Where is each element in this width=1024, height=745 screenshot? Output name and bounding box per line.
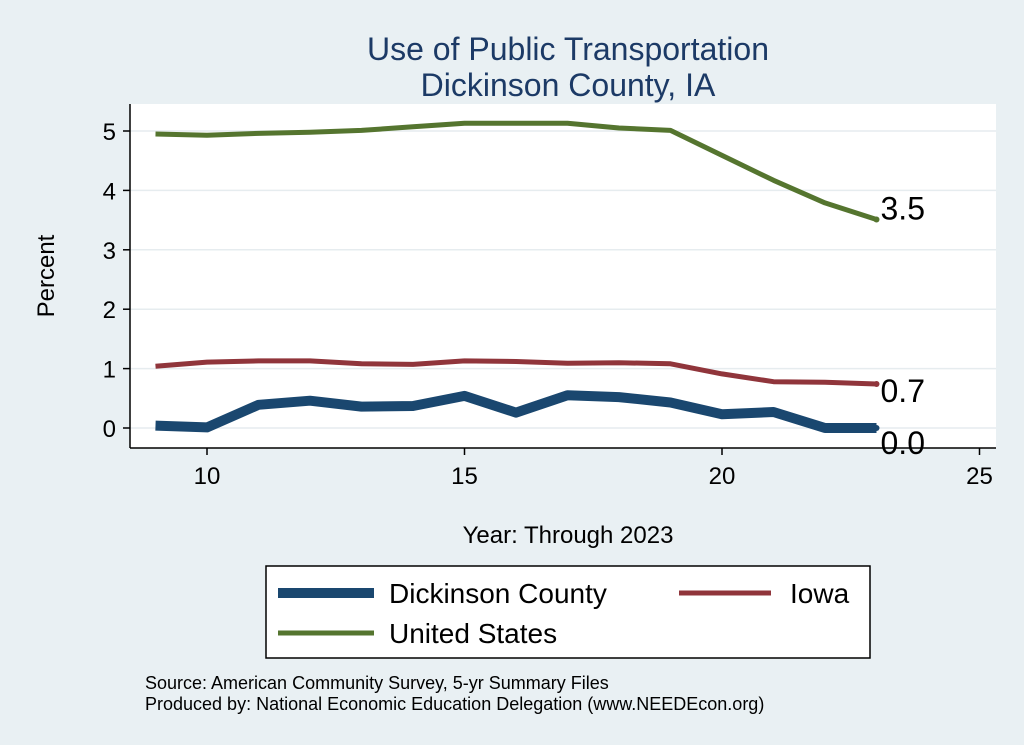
plot-area <box>130 104 996 448</box>
legend-label-iowa: Iowa <box>790 578 850 609</box>
x-tick-label-20: 20 <box>709 463 736 490</box>
y-tick-label-3: 3 <box>103 238 116 265</box>
end-point-united-states <box>873 216 880 223</box>
x-tick-label-15: 15 <box>451 463 478 490</box>
source-note: Source: American Community Survey, 5-yr … <box>145 673 609 693</box>
end-point-iowa <box>873 381 880 388</box>
x-axis-label: Year: Through 2023 <box>463 522 674 549</box>
legend: Dickinson County Iowa United States <box>265 565 871 659</box>
axes: 0 1 2 3 4 5 10 15 20 25 <box>103 104 996 490</box>
end-label-united-states: 3.5 <box>881 191 925 227</box>
chart-title-line-1: Use of Public Transportation <box>367 31 769 67</box>
y-tick-label-2: 2 <box>103 297 116 324</box>
y-tick-label-1: 1 <box>103 357 116 384</box>
y-axis-label: Percent <box>33 234 60 317</box>
producer-note: Produced by: National Economic Education… <box>145 694 764 714</box>
x-tick-label-10: 10 <box>194 463 221 490</box>
end-point-dickinson-county <box>873 425 880 431</box>
legend-box <box>265 565 871 659</box>
chart-title-line-2: Dickinson County, IA <box>421 67 716 103</box>
series-line-dickinson-county <box>155 390 877 433</box>
x-tick-label-25: 25 <box>966 463 993 490</box>
series-line-united-states <box>155 120 878 222</box>
y-tick-label-0: 0 <box>103 416 116 443</box>
legend-label-united-states: United States <box>389 618 557 649</box>
y-tick-label-4: 4 <box>103 178 116 205</box>
y-tick-label-5: 5 <box>103 119 116 146</box>
legend-label-dickinson-county: Dickinson County <box>389 578 607 609</box>
series-line-iowa <box>155 358 877 387</box>
end-label-dickinson-county: 0.0 <box>881 425 925 461</box>
end-label-iowa: 0.7 <box>881 373 925 409</box>
end-labels: 0.0 0.7 3.5 <box>873 191 925 461</box>
series-lines <box>155 120 878 433</box>
gridlines <box>130 130 996 429</box>
